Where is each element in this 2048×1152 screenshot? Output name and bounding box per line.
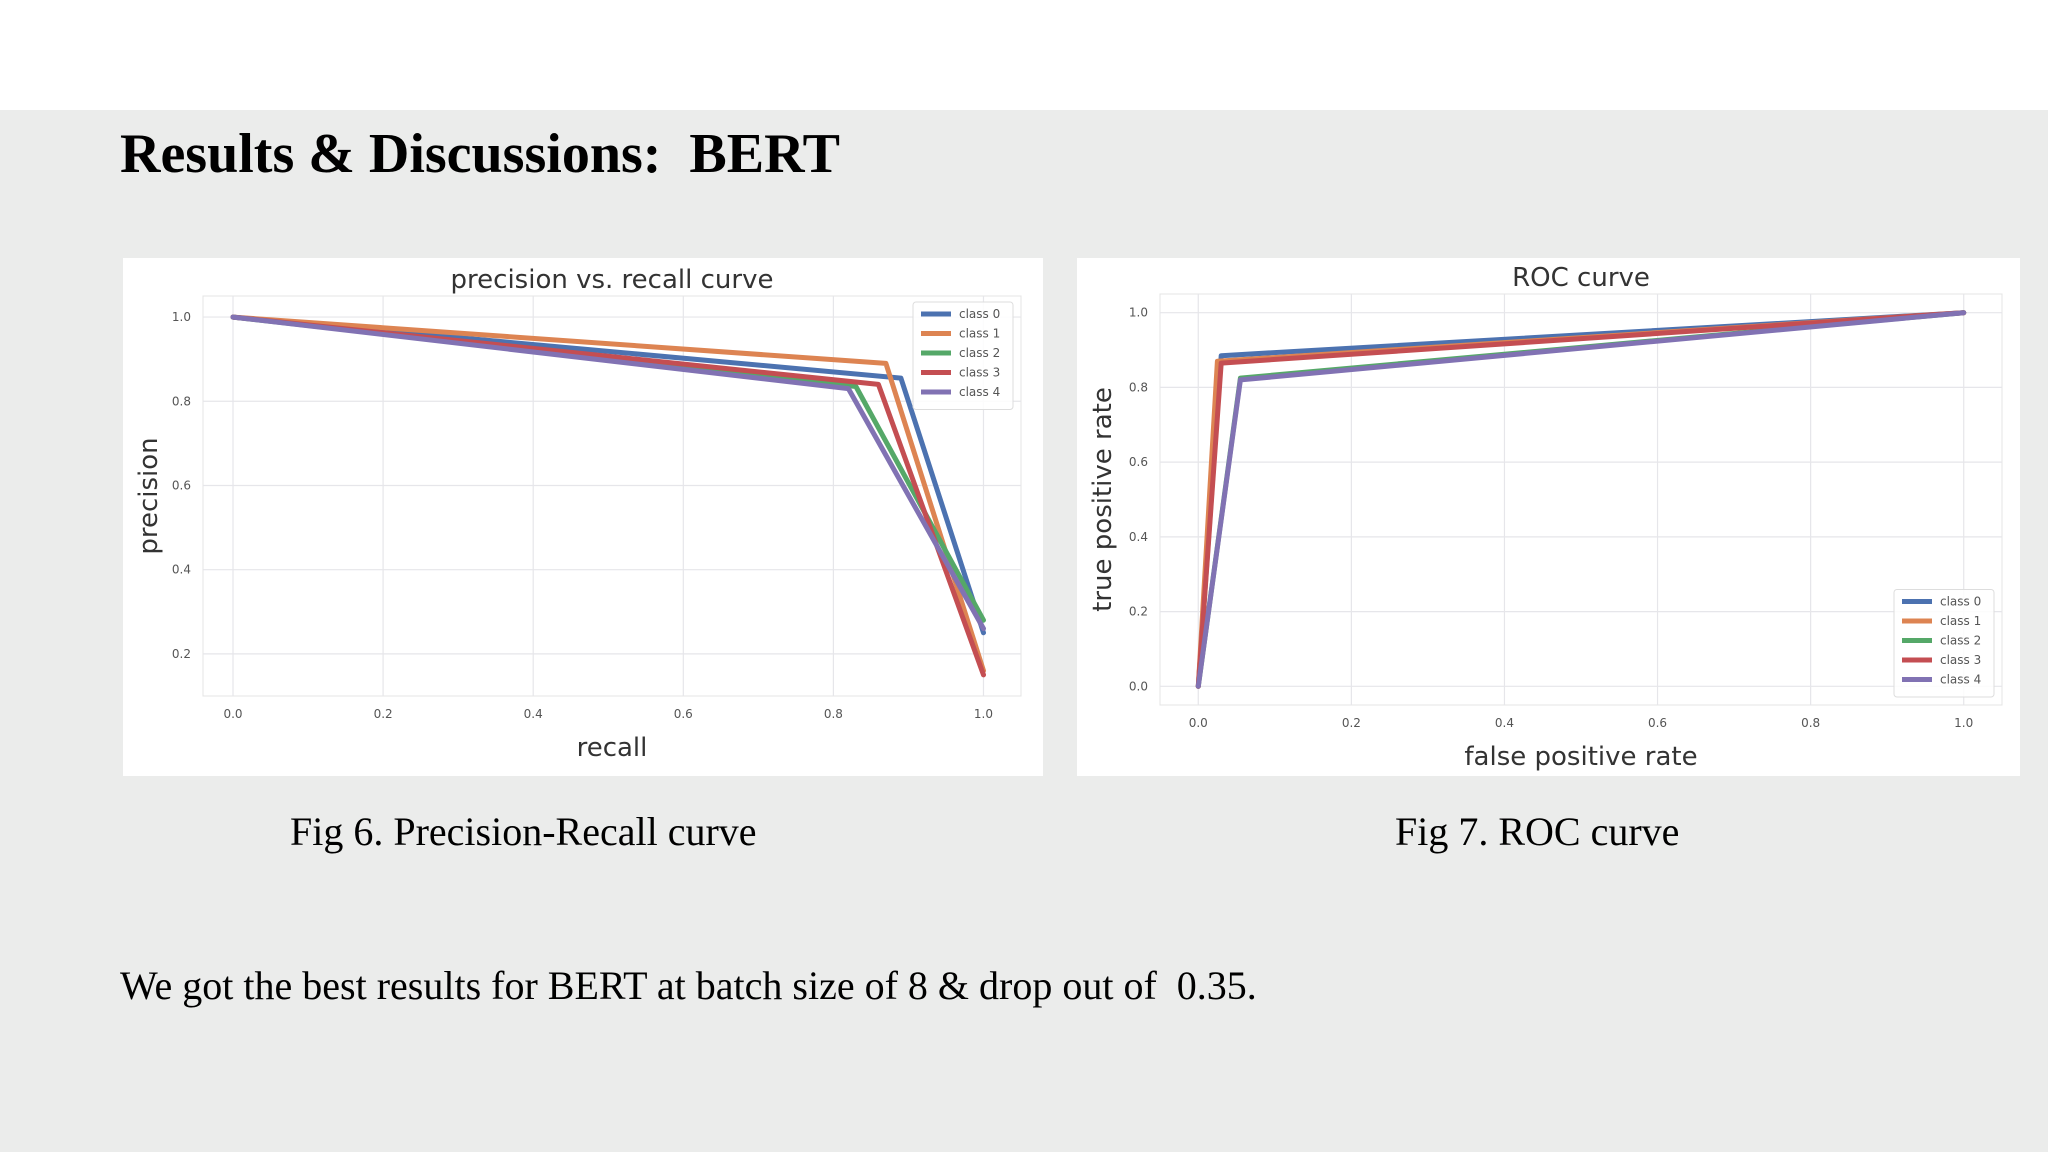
- roc-chart-svg: 0.0 0.2 0.4 0.6 0.8 1.0 0.0 0.2 0.4 0.6 0.8 1.0 ROC …: [1088, 263, 2003, 772]
- series-line-class-0: [230, 314, 986, 636]
- legend: class 0 class 1 class 2 class 3 class 4: [912, 301, 1014, 410]
- legend-label: class 3: [959, 366, 1000, 380]
- legend: class 0 class 1 class 2 class 3 class 4: [1893, 589, 1995, 698]
- legend-label: class 2: [1940, 634, 1981, 648]
- x-tick-label: 0.6: [1648, 716, 1667, 730]
- y-tick-label: 0.4: [1129, 530, 1148, 544]
- y-tick-label: 0.8: [172, 394, 191, 408]
- figure-caption-roc: Fig 7. ROC curve: [1395, 809, 1680, 854]
- y-tick-label: 1.0: [172, 310, 191, 324]
- series-line-class-4: [1195, 310, 1967, 689]
- x-tick-label: 0.8: [1801, 716, 1820, 730]
- slide-title: Results & Discussions: BERT: [120, 123, 840, 185]
- series-line-class-3: [1195, 310, 1967, 689]
- legend-label: class 1: [1940, 614, 1981, 628]
- legend-label: class 0: [1940, 595, 1981, 609]
- x-tick-label: 1.0: [1954, 716, 1973, 730]
- series-line-class-4: [230, 314, 986, 632]
- y-axis-label: true positive rate: [1088, 387, 1118, 612]
- y-tick-label: 1.0: [1129, 306, 1148, 320]
- y-tick-label: 0.6: [1129, 455, 1148, 469]
- y-axis-label: precision: [134, 437, 164, 554]
- roc-chart: 0.0 0.2 0.4 0.6 0.8 1.0 0.0 0.2 0.4 0.6 0.8 1.0 ROC …: [1077, 258, 2020, 776]
- legend-label: class 3: [1940, 653, 1981, 667]
- x-tick-label: 0.8: [824, 707, 843, 721]
- x-axis-label: recall: [577, 733, 648, 763]
- legend-label: class 0: [959, 307, 1000, 321]
- legend-label: class 4: [959, 385, 1000, 399]
- x-tick-label: 0.0: [1189, 716, 1208, 730]
- y-tick-label: 0.2: [172, 647, 191, 661]
- slide-top-band: [0, 0, 2048, 110]
- legend-box: [1893, 589, 1995, 698]
- y-tick-label: 0.0: [1129, 679, 1148, 693]
- legend-label: class 1: [959, 327, 1000, 341]
- y-tick-label: 0.6: [172, 478, 191, 492]
- x-tick-label: 1.0: [974, 707, 993, 721]
- x-tick-label: 0.6: [674, 707, 693, 721]
- legend-label: class 2: [959, 346, 1000, 360]
- conclusion-text: We got the best results for BERT at batc…: [120, 963, 1257, 1008]
- chart-title: ROC curve: [1512, 263, 1650, 293]
- y-tick-label: 0.4: [172, 563, 191, 577]
- y-tick-label: 0.2: [1129, 605, 1148, 619]
- x-tick-label: 0.0: [223, 707, 242, 721]
- legend-label: class 4: [1940, 673, 1981, 687]
- x-tick-label: 0.2: [1342, 716, 1361, 730]
- figure-caption-precision-recall: Fig 6. Precision-Recall curve: [290, 809, 757, 854]
- x-tick-label: 0.4: [1495, 716, 1514, 730]
- x-tick-label: 0.2: [374, 707, 393, 721]
- plot-area: [1159, 293, 2003, 706]
- precision-recall-chart: 0.0 0.2 0.4 0.6 0.8 1.0 0.2 0.4 0.6 0.8 1.0 precisi…: [123, 258, 1043, 776]
- series-line-class-3: [230, 314, 986, 678]
- chart-title: precision vs. recall curve: [451, 265, 774, 295]
- x-axis-label: false positive rate: [1464, 742, 1697, 772]
- y-tick-label: 0.8: [1129, 380, 1148, 394]
- x-tick-label: 0.4: [524, 707, 543, 721]
- legend-box: [912, 301, 1014, 410]
- precision-recall-chart-svg: 0.0 0.2 0.4 0.6 0.8 1.0 0.2 0.4 0.6 0.8 1.0 precisi…: [134, 265, 1022, 763]
